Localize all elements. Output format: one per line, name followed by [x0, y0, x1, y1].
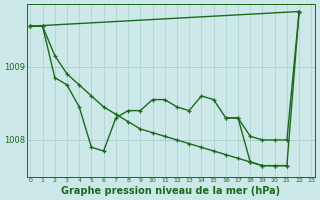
X-axis label: Graphe pression niveau de la mer (hPa): Graphe pression niveau de la mer (hPa): [61, 186, 280, 196]
